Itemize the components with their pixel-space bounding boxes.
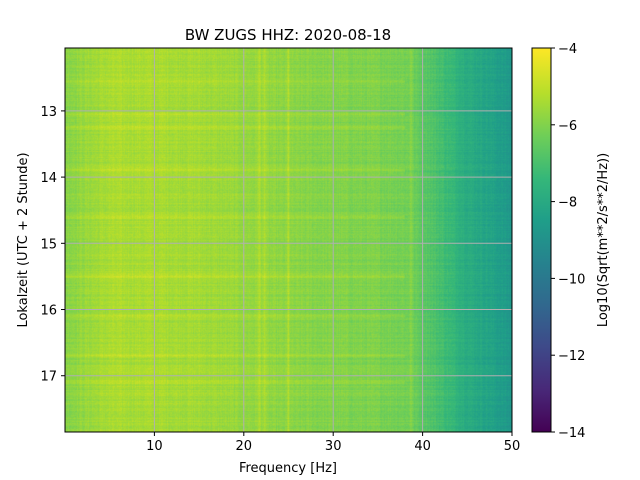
x-tick-label: 20: [236, 439, 253, 454]
y-tick-label: 16: [40, 304, 57, 319]
colorbar-tick-label: −8: [558, 196, 577, 211]
spectrogram-heatmap: [65, 48, 512, 432]
y-tick-label: 14: [40, 171, 57, 186]
colorbar-tick-label: −12: [558, 349, 585, 364]
x-tick-label: 50: [504, 439, 521, 454]
y-axis-label: Lokalzeit (UTC + 2 Stunde): [16, 152, 31, 327]
x-tick-label: 40: [414, 439, 431, 454]
x-axis: 10 20 30 40 50: [146, 432, 520, 454]
y-axis: 13 14 15 16 17: [40, 105, 65, 385]
x-tick-label: 30: [325, 439, 342, 454]
colorbar-ticks: −4 −6 −8 −10 −12 −14: [551, 42, 585, 441]
colorbar-tick-label: −10: [558, 272, 585, 287]
x-tick-label: 10: [146, 439, 163, 454]
colorbar: −4 −6 −8 −10 −12 −14 Log10(Sqrt(m**2/s**2/Hz)…: [531, 42, 611, 441]
plot-area: [64, 47, 513, 433]
colorbar-gradient: [531, 47, 552, 433]
chart-title: BW ZUGS HHZ: 2020-08-18: [185, 26, 391, 44]
y-tick-label: 17: [40, 370, 57, 385]
colorbar-tick-label: −6: [558, 119, 577, 134]
colorbar-tick-label: −4: [558, 42, 577, 57]
y-tick-label: 13: [40, 105, 57, 120]
x-axis-label: Frequency [Hz]: [239, 461, 337, 476]
grid: [65, 48, 512, 432]
plot-frame: [64, 47, 513, 433]
y-tick-label: 15: [40, 237, 57, 252]
colorbar-tick-label: −14: [558, 426, 585, 441]
colorbar-label: Log10(Sqrt(m**2/s**2/Hz)): [596, 153, 611, 327]
